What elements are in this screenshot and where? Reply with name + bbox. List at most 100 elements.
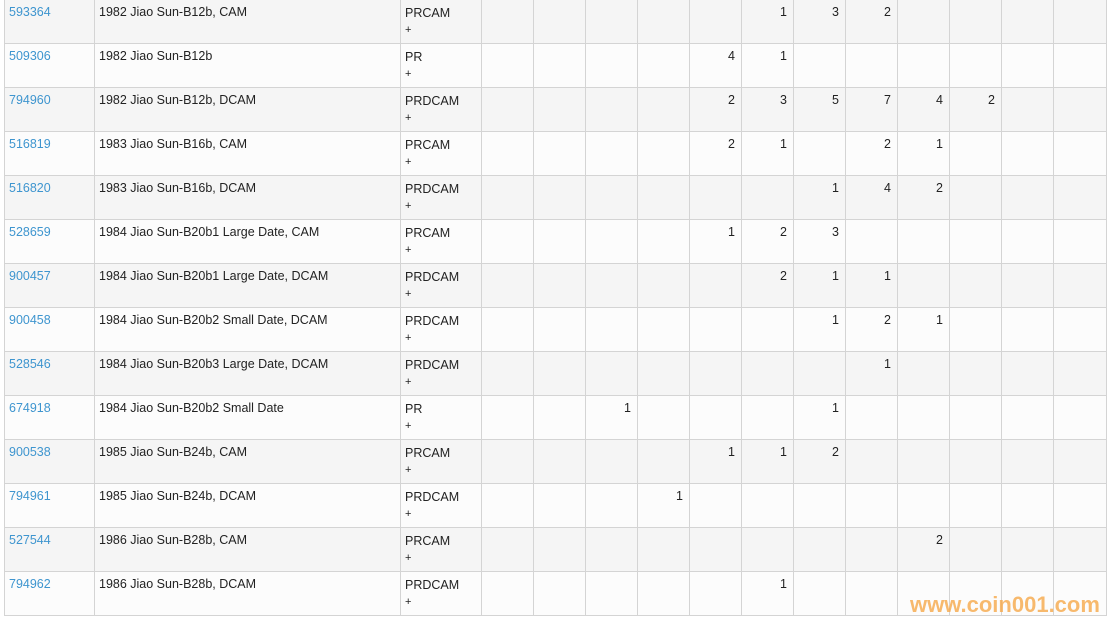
cert-id-cell: 900538 [4, 439, 95, 484]
cert-id-link[interactable]: 794962 [9, 577, 51, 591]
grade-count-cell [533, 527, 586, 572]
grade-count-cell: 2 [741, 219, 794, 264]
table-row: 900457 1984 Jiao Sun-B20b1 Large Date, DC… [4, 263, 1107, 308]
grade-count-cell [1001, 351, 1054, 396]
description-cell: 1985 Jiao Sun-B24b, CAM [94, 439, 401, 484]
grade-count-cell: 2 [845, 307, 898, 352]
grade-count-cell [949, 351, 1002, 396]
grade-count-cell [897, 483, 950, 528]
grade-count-cell [1001, 483, 1054, 528]
cert-id-link[interactable]: 900458 [9, 313, 51, 327]
cert-id-link[interactable]: 794960 [9, 93, 51, 107]
plus-grade-text: + [405, 200, 412, 212]
table-row: 674918 1984 Jiao Sun-B20b2 Small Date PR +1… [4, 395, 1107, 440]
cert-id-link[interactable]: 528659 [9, 225, 51, 239]
cert-id-link[interactable]: 900538 [9, 445, 51, 459]
cert-id-link[interactable]: 516819 [9, 137, 51, 151]
cert-id-link[interactable]: 900457 [9, 269, 51, 283]
grade-count-cell [845, 439, 898, 484]
grade-count-cell [533, 131, 586, 176]
designation-text: PRDCAM [405, 358, 460, 372]
cert-id-link[interactable]: 674918 [9, 401, 51, 415]
grade-count-cell [533, 263, 586, 308]
grade-count-cell [585, 351, 638, 396]
grade-count-cell [845, 527, 898, 572]
cert-id-cell: 516820 [4, 175, 95, 220]
cert-id-link[interactable]: 509306 [9, 49, 51, 63]
grade-count-cell [897, 43, 950, 88]
cert-id-cell: 794962 [4, 571, 95, 616]
cert-id-link[interactable]: 516820 [9, 181, 51, 195]
cert-id-link[interactable]: 527544 [9, 533, 51, 547]
grade-count-cell: 2 [689, 131, 742, 176]
plus-grade-text: + [405, 244, 412, 256]
grade-count-cell [897, 351, 950, 396]
cert-id-link[interactable]: 794961 [9, 489, 51, 503]
designation-cell: PRDCAM + [400, 263, 482, 308]
grade-count-cell [585, 175, 638, 220]
grade-count-cell: 1 [897, 131, 950, 176]
grade-count-cell [585, 483, 638, 528]
grade-count-cell [637, 263, 690, 308]
grade-count-cell [897, 571, 950, 616]
grade-count-cell: 7 [845, 87, 898, 132]
grade-count-cell: 3 [793, 219, 846, 264]
grade-count-cell [1053, 351, 1107, 396]
grade-count-cell: 2 [741, 263, 794, 308]
grade-count-cell [533, 571, 586, 616]
grade-count-cell [1053, 395, 1107, 440]
grade-count-cell [481, 87, 534, 132]
grade-count-cell [949, 527, 1002, 572]
plus-grade-text: + [405, 112, 412, 124]
grade-count-cell [1053, 527, 1107, 572]
designation-text: PRDCAM [405, 490, 460, 504]
grade-count-cell [1001, 175, 1054, 220]
table-row: 900458 1984 Jiao Sun-B20b2 Small Date, DC… [4, 307, 1107, 352]
grade-count-cell [1001, 219, 1054, 264]
designation-text: PRCAM [405, 226, 451, 240]
grade-count-cell [533, 43, 586, 88]
grade-count-cell [481, 527, 534, 572]
grade-count-cell [793, 351, 846, 396]
grade-count-cell: 1 [793, 395, 846, 440]
grade-count-cell [949, 571, 1002, 616]
cert-id-link[interactable]: 593364 [9, 5, 51, 19]
grade-count-cell [533, 0, 586, 44]
grade-count-cell: 2 [689, 87, 742, 132]
grade-count-cell [949, 0, 1002, 44]
description-cell: 1984 Jiao Sun-B20b2 Small Date [94, 395, 401, 440]
description-cell: 1984 Jiao Sun-B20b1 Large Date, DCAM [94, 263, 401, 308]
description-cell: 1984 Jiao Sun-B20b3 Large Date, DCAM [94, 351, 401, 396]
description-cell: 1982 Jiao Sun-B12b [94, 43, 401, 88]
grade-count-cell [689, 527, 742, 572]
grade-count-cell [1053, 483, 1107, 528]
plus-grade-text: + [405, 376, 412, 388]
grade-count-cell [637, 87, 690, 132]
grade-count-cell: 1 [793, 307, 846, 352]
grade-count-cell: 4 [845, 175, 898, 220]
cert-id-link[interactable]: 528546 [9, 357, 51, 371]
grade-count-cell [585, 307, 638, 352]
designation-text: PR [405, 402, 423, 416]
cert-id-cell: 509306 [4, 43, 95, 88]
grade-count-cell [481, 263, 534, 308]
grade-count-cell: 2 [897, 175, 950, 220]
grade-count-cell [1001, 439, 1054, 484]
grade-count-cell [1053, 0, 1107, 44]
grade-count-cell [1001, 307, 1054, 352]
cert-id-cell: 794961 [4, 483, 95, 528]
grade-count-cell: 3 [793, 0, 846, 44]
description-cell: 1984 Jiao Sun-B20b2 Small Date, DCAM [94, 307, 401, 352]
table-row: 794960 1982 Jiao Sun-B12b, DCAM PRDCAM +2 3 5… [4, 87, 1107, 132]
grade-count-cell [637, 0, 690, 44]
grade-count-cell [533, 439, 586, 484]
table-row: 528659 1984 Jiao Sun-B20b1 Large Date, CA… [4, 219, 1107, 264]
grade-count-cell: 1 [845, 263, 898, 308]
grade-count-cell [585, 263, 638, 308]
cert-id-cell: 900458 [4, 307, 95, 352]
